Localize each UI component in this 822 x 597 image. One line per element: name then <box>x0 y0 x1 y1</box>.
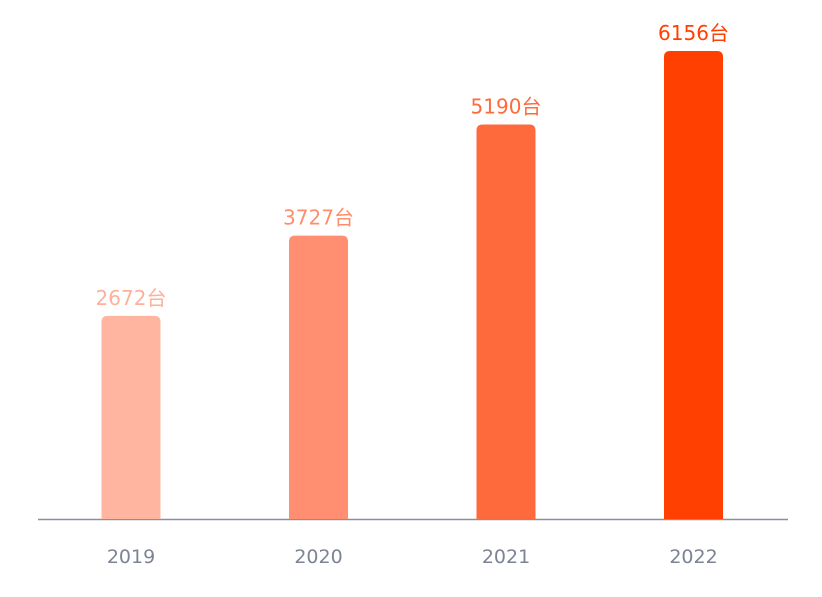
value-label-2022: 6156台 <box>658 21 729 45</box>
x-tick-label-2019: 2019 <box>107 546 155 568</box>
x-tick-label-2021: 2021 <box>482 546 530 568</box>
value-label-2020: 3727台 <box>283 206 354 230</box>
value-label-2021: 5190台 <box>471 94 542 118</box>
x-tick-labels-group: 2019 2020 2021 2022 <box>107 546 718 568</box>
bar-2019 <box>101 315 161 519</box>
x-tick-label-2020: 2020 <box>294 546 342 568</box>
bar-2020 <box>289 235 348 519</box>
x-tick-label-2022: 2022 <box>669 546 717 568</box>
value-label-2019: 2672台 <box>96 286 167 310</box>
value-labels-group: 2672台 3727台 5190台 6156台 <box>96 21 729 310</box>
bar-2022 <box>664 51 723 519</box>
bars-group <box>101 51 723 519</box>
bar-2021 <box>476 124 536 519</box>
